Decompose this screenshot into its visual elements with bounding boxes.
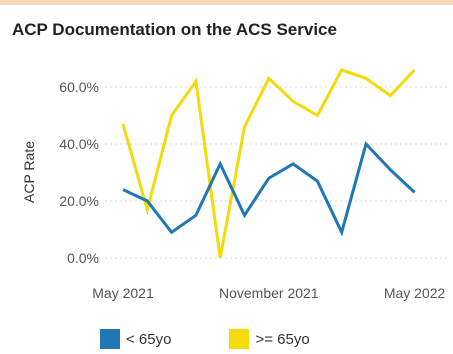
legend-label-65-plus: >= 65yo: [255, 330, 310, 348]
legend-item-65-plus[interactable]: >= 65yo: [229, 329, 310, 349]
y-axis-label: ACP Rate: [21, 141, 37, 203]
y-tick-label: 40.0%: [59, 136, 99, 152]
chart-title: ACP Documentation on the ACS Service: [12, 20, 337, 39]
top-accent-bar: [0, 0, 453, 5]
legend-swatch-65-plus: [229, 329, 250, 349]
x-axis-ticks: May 2021 November 2021 May 2022: [92, 285, 445, 301]
legend-item-under-65[interactable]: < 65yo: [100, 329, 171, 349]
x-tick-label: May 2022: [384, 285, 446, 301]
legend: < 65yo >= 65yo: [100, 328, 368, 350]
y-tick-label: 0.0%: [67, 250, 99, 266]
series-lines: [121, 68, 416, 259]
y-tick-label: 60.0%: [59, 79, 99, 95]
series-line-65-plus[interactable]: [121, 68, 416, 259]
x-tick-label: May 2021: [92, 285, 154, 301]
legend-swatch-under-65: [100, 329, 120, 349]
legend-label-under-65: < 65yo: [126, 330, 172, 348]
line-chart: 0.0% 20.0% 40.0% 60.0% May 2021 November 202…: [21, 68, 450, 301]
x-tick-label: November 2021: [219, 285, 319, 301]
y-tick-label: 20.0%: [59, 193, 99, 209]
series-line-under-65[interactable]: [122, 141, 416, 237]
y-axis-ticks: 0.0% 20.0% 40.0% 60.0%: [59, 79, 99, 266]
